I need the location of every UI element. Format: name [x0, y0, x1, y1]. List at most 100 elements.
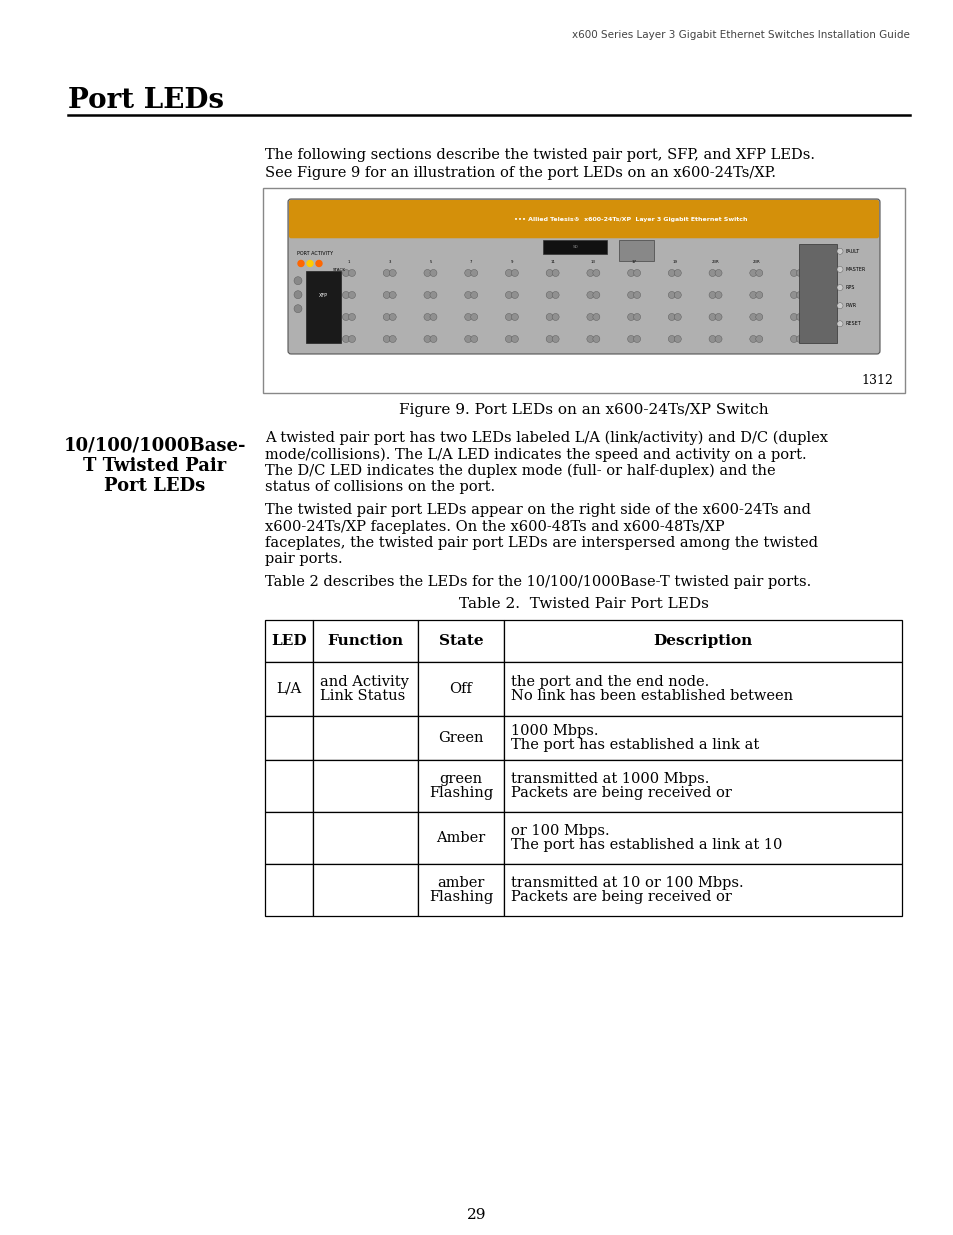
Circle shape [708, 291, 716, 299]
Bar [542, 241, 607, 254]
Bar [306, 270, 340, 343]
Text: T Twisted Pair: T Twisted Pair [83, 457, 227, 475]
Circle shape [505, 269, 512, 277]
Text: Description: Description [653, 634, 752, 648]
Circle shape [668, 269, 675, 277]
Text: The twisted pair port LEDs appear on the right side of the x600-24Ts and: The twisted pair port LEDs appear on the… [265, 503, 810, 517]
Text: transmitted at 10 or 100 Mbps.: transmitted at 10 or 100 Mbps. [511, 876, 742, 889]
FancyBboxPatch shape [289, 200, 878, 238]
Text: green: green [438, 772, 482, 785]
Circle shape [633, 269, 639, 277]
Circle shape [342, 269, 349, 277]
Text: or 100 Mbps.: or 100 Mbps. [511, 824, 609, 837]
Circle shape [430, 336, 436, 342]
Text: XFP: XFP [318, 294, 328, 299]
Text: faceplates, the twisted pair port LEDs are interspersed among the twisted: faceplates, the twisted pair port LEDs a… [265, 536, 817, 550]
Circle shape [627, 314, 634, 321]
Circle shape [470, 269, 477, 277]
Bar [503, 760, 901, 811]
Circle shape [470, 336, 477, 342]
Circle shape [423, 291, 431, 299]
Circle shape [552, 336, 558, 342]
Circle shape [430, 291, 436, 299]
Circle shape [633, 336, 639, 342]
Text: The following sections describe the twisted pair port, SFP, and XFP LEDs.: The following sections describe the twis… [265, 148, 814, 162]
Text: 29: 29 [467, 1208, 486, 1221]
Bar [417, 864, 503, 916]
Circle shape [586, 314, 593, 321]
Text: 1: 1 [348, 259, 350, 263]
Circle shape [790, 336, 797, 342]
Bar [313, 620, 417, 662]
Circle shape [545, 336, 553, 342]
Text: See Figure 9 for an illustration of the port LEDs on an x600-24Ts/XP.: See Figure 9 for an illustration of the … [265, 165, 775, 180]
Text: Flashing: Flashing [428, 787, 493, 800]
Circle shape [511, 291, 517, 299]
Text: L/A: L/A [276, 682, 301, 697]
Circle shape [836, 248, 842, 254]
Circle shape [423, 336, 431, 342]
Text: 23R: 23R [752, 259, 760, 263]
Circle shape [790, 291, 797, 299]
Circle shape [715, 336, 721, 342]
Text: 11: 11 [550, 259, 555, 263]
Bar [265, 864, 313, 916]
Text: status of collisions on the port.: status of collisions on the port. [265, 480, 495, 494]
Circle shape [348, 269, 355, 277]
Text: PWR: PWR [845, 303, 856, 309]
Circle shape [708, 336, 716, 342]
Text: ••• Allied Telesis®  x600-24Ts/XP  Layer 3 Gigabit Ethernet Switch: ••• Allied Telesis® x600-24Ts/XP Layer 3… [514, 216, 747, 221]
Circle shape [348, 336, 355, 342]
Circle shape [592, 291, 599, 299]
Circle shape [796, 269, 802, 277]
Text: SD: SD [572, 246, 578, 249]
Text: 13: 13 [590, 259, 596, 263]
Text: transmitted at 1000 Mbps.: transmitted at 1000 Mbps. [511, 772, 708, 785]
Bar [503, 811, 901, 864]
Circle shape [586, 269, 593, 277]
Circle shape [592, 314, 599, 321]
Circle shape [464, 314, 471, 321]
Circle shape [505, 291, 512, 299]
Circle shape [674, 336, 680, 342]
Circle shape [545, 291, 553, 299]
Bar [265, 760, 313, 811]
Bar [265, 620, 313, 662]
Text: Table 2 describes the LEDs for the 10/100/1000Base-T twisted pair ports.: Table 2 describes the LEDs for the 10/10… [265, 576, 810, 589]
Text: Amber: Amber [436, 831, 485, 845]
Bar [417, 716, 503, 760]
Bar [503, 716, 901, 760]
Circle shape [586, 291, 593, 299]
Circle shape [389, 336, 395, 342]
Text: FAULT: FAULT [845, 248, 860, 253]
Bar [313, 662, 417, 716]
Circle shape [545, 269, 553, 277]
Bar [799, 245, 836, 343]
Circle shape [674, 291, 680, 299]
Bar [417, 620, 503, 662]
Circle shape [294, 290, 302, 299]
Circle shape [464, 269, 471, 277]
Circle shape [294, 305, 302, 312]
Text: 3: 3 [388, 259, 391, 263]
Circle shape [430, 269, 436, 277]
Text: RPS: RPS [845, 285, 855, 290]
Text: Link Status: Link Status [319, 689, 405, 704]
Circle shape [796, 291, 802, 299]
Circle shape [464, 291, 471, 299]
Circle shape [715, 269, 721, 277]
Circle shape [505, 336, 512, 342]
Bar [313, 716, 417, 760]
Circle shape [470, 314, 477, 321]
Bar [265, 662, 313, 716]
Bar [417, 760, 503, 811]
Circle shape [790, 314, 797, 321]
Circle shape [294, 277, 302, 285]
Text: The D/C LED indicates the duplex mode (full- or half-duplex) and the: The D/C LED indicates the duplex mode (f… [265, 464, 775, 478]
Bar [417, 811, 503, 864]
Circle shape [749, 269, 756, 277]
Text: 9: 9 [510, 259, 513, 263]
Circle shape [627, 336, 634, 342]
Circle shape [342, 314, 349, 321]
Circle shape [592, 336, 599, 342]
